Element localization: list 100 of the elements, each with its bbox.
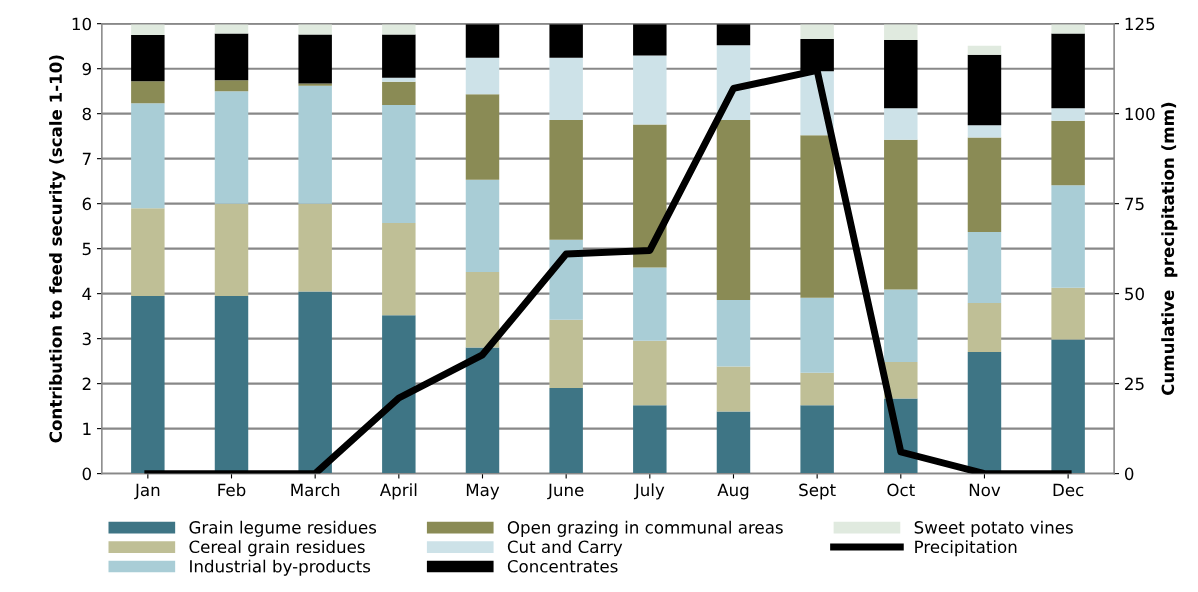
bar	[549, 388, 583, 474]
x-tick-label: Dec	[1053, 483, 1084, 497]
bar	[967, 137, 1002, 232]
bar	[967, 125, 1002, 138]
y2-tick-label: 50	[1125, 287, 1144, 301]
legend-label: Concentrates	[507, 559, 618, 573]
bar	[1051, 120, 1085, 186]
bar	[716, 23, 751, 46]
y-tick-label: 2	[82, 377, 91, 390]
bar	[800, 405, 834, 474]
bar	[1051, 287, 1085, 340]
bar	[298, 34, 332, 84]
bar	[382, 23, 416, 35]
y2-tick-label: 25	[1125, 377, 1144, 391]
bar	[382, 105, 416, 223]
bar	[884, 108, 918, 140]
y-tick-label: 8	[82, 107, 91, 121]
y2-tick-label: 0	[1124, 467, 1134, 481]
bar	[800, 372, 834, 406]
bar	[382, 34, 416, 78]
y2-tick-label: 100	[1125, 107, 1155, 121]
bar	[884, 139, 918, 290]
bar	[633, 23, 667, 56]
legend-label: Cut and Carry	[507, 540, 623, 557]
bar	[800, 135, 834, 298]
x-tick-label: May	[466, 483, 500, 500]
y-tick-label: 10	[72, 17, 91, 31]
bar	[298, 291, 332, 474]
y-tick-label: 4	[82, 287, 92, 300]
bar	[465, 179, 500, 273]
x-tick-label: June	[547, 483, 584, 500]
bar	[800, 297, 834, 373]
legend-label: Open grazing in communal areas	[507, 520, 783, 537]
bar	[967, 45, 1002, 55]
y-tick-label: 5	[82, 242, 91, 256]
x-tick-label: March	[291, 483, 340, 497]
legend-label: Precipitation	[915, 540, 1017, 557]
legend-label: Cereal grain residues	[189, 540, 365, 557]
bar	[131, 103, 165, 209]
bar	[298, 85, 332, 204]
bar	[382, 77, 416, 82]
y-tick-label: 7	[82, 152, 91, 165]
y-tick-label: 1	[83, 422, 91, 435]
x-tick-label: Oct	[887, 483, 915, 497]
bar	[633, 340, 667, 406]
bar	[382, 81, 416, 106]
bar	[1051, 108, 1085, 121]
bar	[884, 289, 918, 363]
bar	[131, 81, 165, 104]
bar	[214, 33, 249, 81]
bar	[1051, 185, 1085, 288]
y-tick-label: 9	[82, 62, 91, 76]
bar	[967, 231, 1002, 304]
y2-tick-label: 125	[1125, 17, 1155, 31]
bar	[465, 23, 500, 58]
y-tick-label: 6	[82, 197, 92, 211]
y2-axis-title: Cumulative precipitation (mm)	[1161, 102, 1178, 396]
bar	[382, 222, 416, 316]
bar	[131, 23, 165, 35]
bar	[967, 54, 1002, 126]
bar	[298, 203, 332, 292]
x-tick-label: Sept	[799, 483, 836, 500]
bar	[131, 34, 165, 82]
bar	[800, 23, 834, 39]
bar	[214, 91, 249, 204]
bar	[716, 411, 751, 474]
bar	[716, 119, 751, 300]
bar	[131, 295, 165, 474]
bar	[298, 83, 332, 86]
y-axis-title: Contribution to feed security (scale 1-10)	[49, 55, 66, 443]
x-tick-label: Aug	[717, 483, 749, 500]
x-tick-label: Nov	[969, 483, 1001, 497]
bar	[1051, 339, 1085, 474]
bar	[1051, 33, 1085, 109]
legend-label: Sweet potato vines	[914, 520, 1073, 537]
bar	[549, 57, 583, 120]
y-tick-label: 0	[82, 467, 91, 481]
bar	[633, 124, 667, 268]
bar	[884, 23, 918, 40]
bar	[633, 55, 667, 125]
x-tick-label: July	[633, 483, 665, 500]
bar	[465, 57, 500, 95]
bar	[716, 299, 751, 367]
x-tick-label: April	[379, 483, 417, 500]
y2-tick-label: 75	[1125, 197, 1144, 211]
bar	[214, 23, 249, 34]
bar	[298, 23, 332, 35]
bar	[884, 39, 918, 109]
bar	[716, 366, 751, 412]
bar	[465, 347, 500, 474]
bar	[549, 23, 583, 58]
bar	[131, 208, 165, 296]
bar	[967, 303, 1002, 353]
x-tick-label: Feb	[218, 483, 246, 497]
y-tick-label: 3	[82, 332, 91, 346]
bar	[382, 315, 416, 474]
bar	[549, 319, 583, 389]
x-tick-label: Jan	[134, 483, 160, 500]
bar	[465, 94, 500, 180]
legend-label: Industrial by-products	[190, 559, 371, 576]
